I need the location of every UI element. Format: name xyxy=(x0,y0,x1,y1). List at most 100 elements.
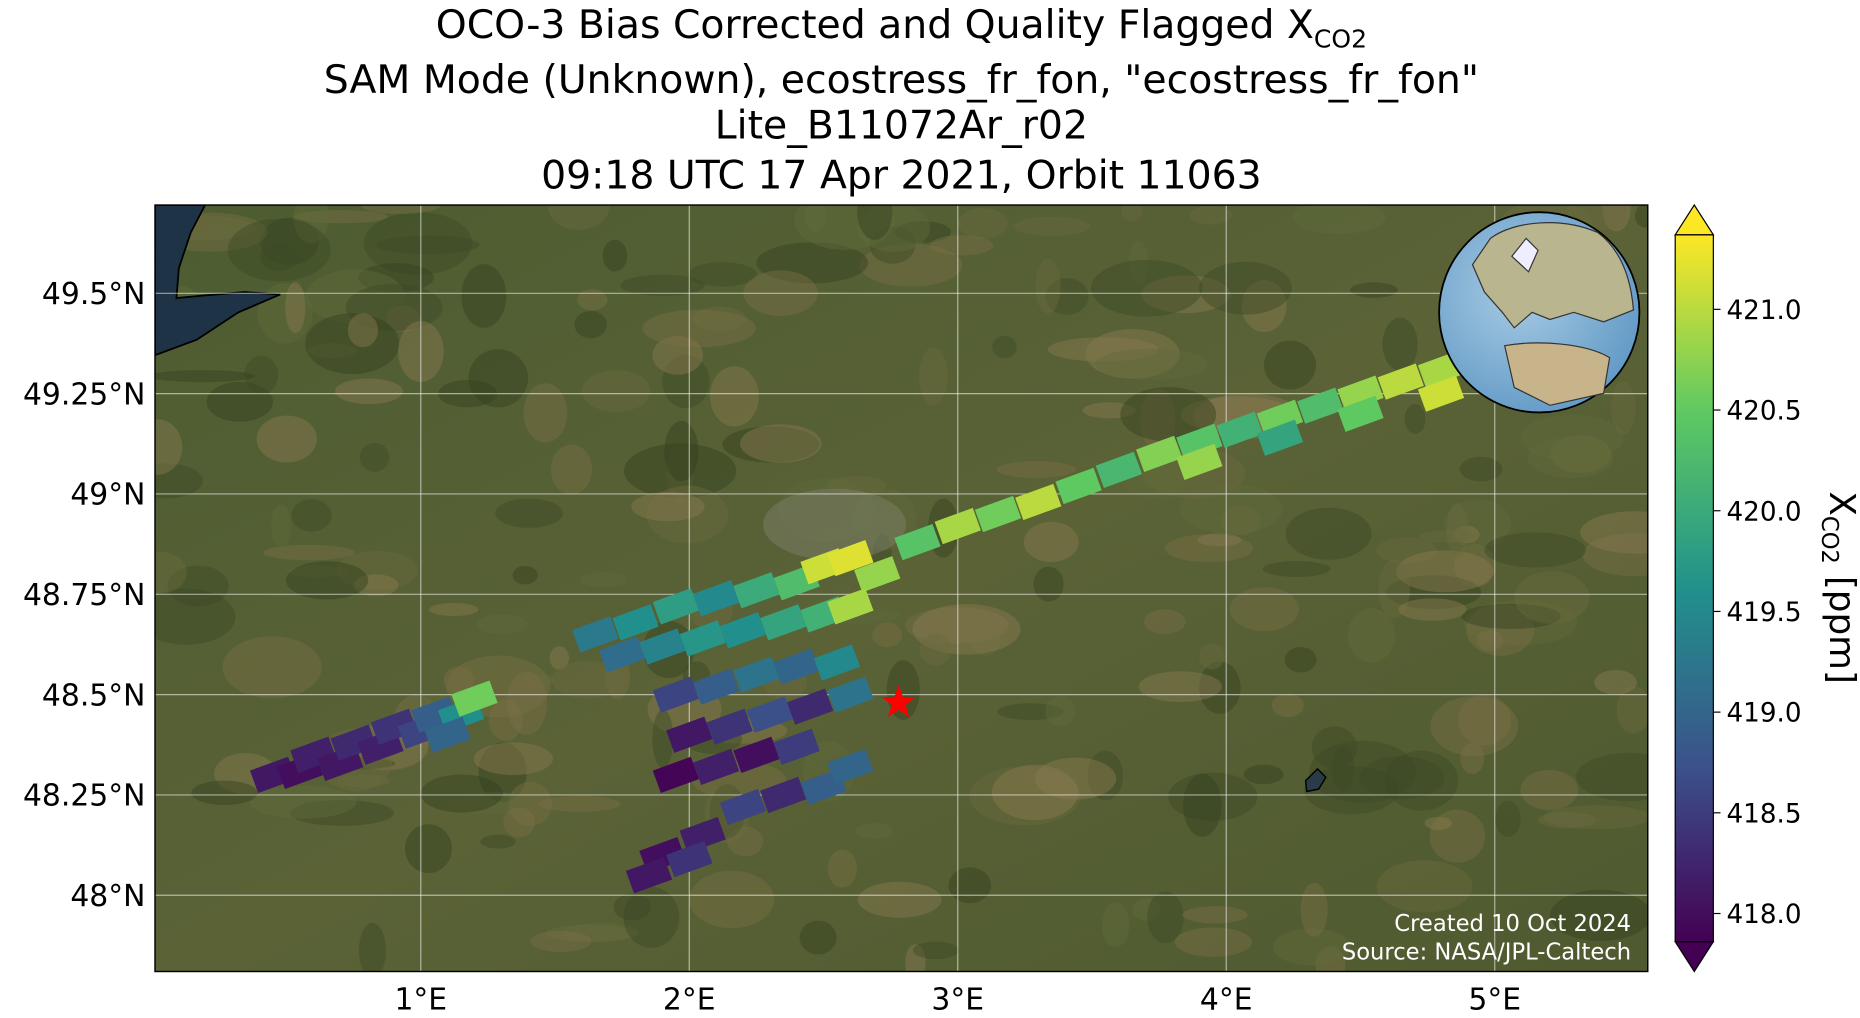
terrain-patch xyxy=(1132,897,1161,921)
terrain-patch xyxy=(1180,484,1283,534)
y-tick-label: 49.25°N xyxy=(23,377,146,412)
sounding xyxy=(1297,387,1344,424)
terrain-patch xyxy=(992,335,1017,359)
terrain-patch xyxy=(652,335,704,375)
terrain-patch xyxy=(1141,275,1231,314)
sounding xyxy=(1337,395,1384,432)
land xyxy=(155,205,1648,972)
terrain-patch xyxy=(1398,598,1467,621)
terrain-patch xyxy=(912,604,1021,655)
terrain-patch xyxy=(347,313,379,348)
terrain-patch xyxy=(1292,205,1386,234)
terrain-patch xyxy=(1023,521,1079,563)
terrain-patch xyxy=(872,622,903,648)
sounding xyxy=(854,556,901,593)
terrain-patch xyxy=(827,849,857,888)
title-line: Lite_B11072Ar_r02 xyxy=(715,102,1088,148)
terrain-patch xyxy=(727,826,764,857)
colorbar-frame xyxy=(1674,234,1714,943)
colorbar-tick-label: 420.5 xyxy=(1726,397,1801,427)
terrain-patch xyxy=(602,239,628,272)
sounding xyxy=(693,580,740,617)
terrain-patch xyxy=(1243,764,1284,785)
sounding xyxy=(827,676,874,713)
sounding xyxy=(1337,375,1384,412)
sounding xyxy=(652,756,699,794)
terrain-patch xyxy=(1458,694,1512,746)
terrain-patch xyxy=(358,263,434,293)
sounding xyxy=(652,676,699,713)
sounding xyxy=(706,708,753,745)
terrain-patch xyxy=(991,764,1079,821)
terrain-patch xyxy=(1284,646,1317,673)
continent xyxy=(1503,342,1611,406)
terrain-patch xyxy=(799,920,837,955)
terrain-patch xyxy=(1384,750,1459,811)
y-tick-label: 48.75°N xyxy=(23,578,146,613)
terrain-patch xyxy=(385,305,421,333)
terrain-patch xyxy=(1602,205,1631,232)
terrain-patch xyxy=(1300,882,1328,937)
terrain-patch xyxy=(289,800,395,826)
terrain-patch xyxy=(1147,891,1184,944)
terrain-patch xyxy=(1594,669,1637,695)
terrain-patch xyxy=(508,781,552,826)
sounding xyxy=(451,680,498,717)
terrain-patch xyxy=(1376,537,1438,564)
terrain-patch xyxy=(1454,525,1480,544)
terrain-patch xyxy=(550,444,593,495)
title-line: OCO-3 Bias Corrected and Quality Flagged… xyxy=(436,2,1367,54)
terrain-patch xyxy=(894,221,952,243)
sounding xyxy=(652,588,699,625)
sounding xyxy=(827,540,874,577)
terrain-patch xyxy=(155,370,255,383)
sounding xyxy=(760,604,807,641)
terrain-patch xyxy=(1197,533,1242,547)
terrain-patch xyxy=(1035,258,1061,314)
terrain-patch xyxy=(293,205,329,244)
terrain-patch xyxy=(1378,559,1411,619)
sounding xyxy=(813,644,861,681)
terrain-patch xyxy=(930,235,994,256)
terrain-patch xyxy=(574,310,607,339)
terrain-patch xyxy=(443,666,475,695)
terrain-patch xyxy=(448,791,534,815)
colorbar: XCO2[ppm] 418.0 418.5 419.0 419.5 420.0 420.5… xyxy=(1674,203,1860,973)
terrain-patch xyxy=(855,822,894,839)
terrain-patch xyxy=(1045,277,1089,315)
terrain-patch xyxy=(912,941,960,960)
terrain-patch xyxy=(1082,402,1136,419)
y-tick-label: 49°N xyxy=(70,478,145,513)
terrain-patch xyxy=(1550,435,1612,474)
terrain-patch xyxy=(997,703,1064,721)
terrain-patch xyxy=(1101,902,1130,948)
terrain-patch xyxy=(1315,946,1346,972)
sounding xyxy=(330,724,377,761)
terrain-patch xyxy=(1090,259,1203,317)
sounding xyxy=(760,776,807,814)
terrain-patch xyxy=(1635,205,1648,228)
credit: Source: NASA/JPL-Caltech xyxy=(1342,940,1631,966)
terrain-patch xyxy=(1182,906,1248,924)
sounding xyxy=(693,748,740,785)
terrain-patch xyxy=(1376,860,1473,913)
terrain-patch xyxy=(1220,505,1261,536)
terrain-patch xyxy=(688,262,757,287)
terrain-patch xyxy=(506,671,547,735)
y-tick-label: 49.5°N xyxy=(42,277,146,312)
sounding xyxy=(693,668,740,705)
terrain-patch xyxy=(852,488,917,550)
terrain-patch xyxy=(260,243,298,272)
terrain-patch xyxy=(1272,928,1351,966)
sounding xyxy=(411,696,458,733)
terrain-patch xyxy=(969,766,1081,826)
terrain-patch xyxy=(155,551,187,594)
x-tick-label: 5°E xyxy=(1468,983,1521,1018)
sounding xyxy=(639,628,686,665)
terrain-patch xyxy=(1034,757,1117,800)
terrain-patch xyxy=(363,212,473,275)
terrain-patch xyxy=(249,785,357,819)
y-tick-label: 48.5°N xyxy=(42,678,146,713)
sounding xyxy=(666,716,713,753)
